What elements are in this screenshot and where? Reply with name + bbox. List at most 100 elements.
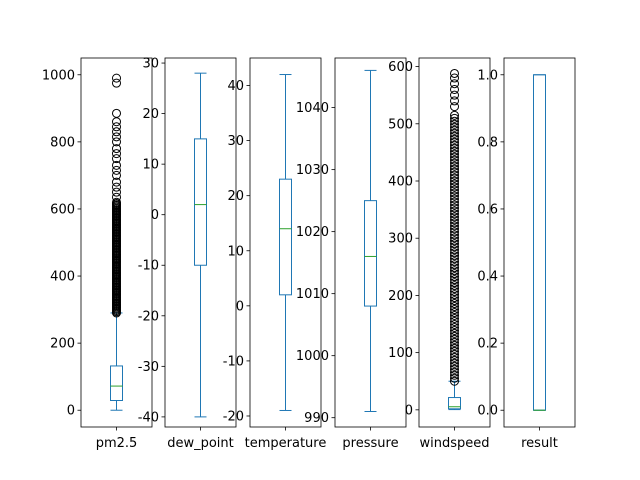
outlier-point xyxy=(450,73,459,83)
outlier-point xyxy=(450,245,459,255)
y-tick-label: 400 xyxy=(388,175,413,190)
outlier-point xyxy=(450,311,459,321)
outlier-point xyxy=(450,68,459,78)
panel-pm2.5: 0 200 400 600 800 1000 pm2.5 xyxy=(42,57,153,451)
outlier-point xyxy=(450,158,459,168)
outlier-point xyxy=(112,154,121,164)
panel-windspeed: 0 100 200 300 400 500 600 windspeed xyxy=(388,57,491,451)
outlier-point xyxy=(450,322,459,332)
outlier-point xyxy=(450,173,459,183)
outlier-point xyxy=(450,84,459,94)
outlier-point xyxy=(450,161,459,171)
outlier-point xyxy=(112,187,121,197)
y-tick-label: 200 xyxy=(388,289,413,304)
y-tick-label: 990 xyxy=(304,411,329,426)
outlier-point xyxy=(450,128,459,138)
outlier-point xyxy=(450,116,459,126)
outlier-point xyxy=(450,146,459,156)
outlier-point xyxy=(450,90,459,100)
outlier-point xyxy=(450,119,459,129)
y-tick-label: 0 xyxy=(67,404,75,419)
y-tick-label: -20 xyxy=(138,309,159,324)
outlier-point xyxy=(450,251,459,261)
outlier-point xyxy=(450,269,459,279)
outlier-point xyxy=(450,137,459,147)
panel-pressure: 990 1000 1010 1020 1030 1040 pressure xyxy=(296,57,407,451)
outlier-point xyxy=(450,215,459,225)
axes-frame xyxy=(80,57,153,428)
outlier-point xyxy=(450,367,459,377)
axes-frame xyxy=(418,57,491,428)
outlier-point xyxy=(450,200,459,210)
outlier-point xyxy=(450,96,459,106)
outlier-point xyxy=(450,212,459,222)
outlier-point xyxy=(450,248,459,258)
outlier-point xyxy=(450,182,459,192)
outlier-point xyxy=(450,290,459,300)
outlier-point xyxy=(450,340,459,350)
outlier-point xyxy=(450,176,459,186)
outlier-point xyxy=(450,352,459,362)
outlier-point xyxy=(450,299,459,309)
outlier-point xyxy=(450,230,459,240)
y-tick-label: 0.0 xyxy=(477,404,498,419)
outlier-point xyxy=(450,113,459,123)
outlier-point xyxy=(450,125,459,135)
outlier-point xyxy=(112,132,121,142)
outlier-point xyxy=(450,308,459,318)
iqr-box xyxy=(110,365,123,401)
y-tick-label: 0.4 xyxy=(477,270,498,285)
outlier-point xyxy=(450,370,459,380)
outlier-point xyxy=(450,203,459,213)
outlier-point xyxy=(450,155,459,165)
outlier-point xyxy=(450,140,459,150)
outlier-point xyxy=(112,170,121,180)
outlier-point xyxy=(112,182,121,192)
outlier-point xyxy=(450,349,459,359)
iqr-box xyxy=(448,397,461,410)
iqr-box xyxy=(194,138,207,266)
outlier-point xyxy=(112,73,121,83)
outlier-point xyxy=(450,313,459,323)
axes-frame xyxy=(503,57,576,428)
y-tick-label: 10 xyxy=(227,244,244,259)
outlier-point xyxy=(450,284,459,294)
outlier-point xyxy=(450,287,459,297)
outlier-point xyxy=(450,296,459,306)
outlier-point xyxy=(450,233,459,243)
outlier-point xyxy=(450,278,459,288)
outlier-point xyxy=(450,209,459,219)
outlier-point xyxy=(112,149,121,159)
outlier-point xyxy=(450,266,459,276)
y-tick-label: 20 xyxy=(142,107,159,122)
outlier-point xyxy=(450,191,459,201)
y-tick-label: 10 xyxy=(142,158,159,173)
y-tick-label: -20 xyxy=(223,409,244,424)
outlier-point xyxy=(112,165,121,175)
y-tick-label: -10 xyxy=(138,259,159,274)
outlier-point xyxy=(450,272,459,282)
outlier-point xyxy=(450,143,459,153)
outlier-point xyxy=(450,325,459,335)
category-label: temperature xyxy=(245,436,327,451)
y-tick-label: 800 xyxy=(50,135,75,150)
outlier-point xyxy=(112,160,121,170)
outlier-point xyxy=(450,188,459,198)
y-tick-label: 600 xyxy=(388,60,413,75)
outlier-point xyxy=(450,102,459,112)
outlier-point xyxy=(450,164,459,174)
outlier-point xyxy=(450,302,459,312)
outlier-point xyxy=(450,343,459,353)
category-label: result xyxy=(521,436,558,451)
outlier-point xyxy=(112,78,121,88)
outlier-point xyxy=(450,149,459,159)
outlier-point xyxy=(112,144,121,154)
panel-dew_point: -40 -30 -20 -10 0 10 20 30 dew_point xyxy=(138,57,237,451)
outlier-point xyxy=(450,373,459,383)
outlier-point xyxy=(112,122,121,132)
iqr-box xyxy=(364,200,377,307)
y-tick-label: 100 xyxy=(388,346,413,361)
outlier-point xyxy=(450,331,459,341)
outlier-point xyxy=(450,236,459,246)
y-tick-label: 40 xyxy=(227,79,244,94)
